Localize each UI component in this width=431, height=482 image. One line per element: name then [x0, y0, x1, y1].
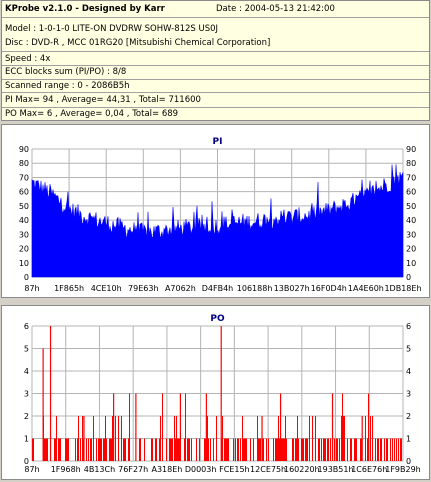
divider — [2, 51, 429, 52]
x-tick-label: 13B027h — [274, 284, 310, 293]
divider — [2, 92, 429, 93]
disc-text: Disc : DVD-R , MCC 01RG20 [Mitsubishi Ch… — [5, 38, 271, 48]
y-tick-label-right: 0 — [406, 457, 411, 466]
y-tick-label: 90 — [19, 145, 29, 154]
pi-chart: PI 90 90 80 80 70 70 60 60 50 50 40 40 30 30 20 20 10 10 0 0… — [19, 137, 422, 293]
x-tick-label: 106188h — [237, 284, 273, 293]
range-text: Scanned range : 0 - 2086B5h — [5, 81, 130, 91]
y-tick-label: 1 — [24, 435, 29, 444]
info-panel: KProbe v2.1.0 - Designed by Karr Date : … — [1, 0, 430, 121]
y-tick-label-right: 0 — [406, 273, 411, 282]
x-tick-label: 12CE75h — [250, 465, 286, 474]
y-tick-label: 5 — [24, 345, 29, 354]
y-tick-label-right: 20 — [406, 245, 416, 254]
y-tick-label-right: 3 — [406, 390, 411, 399]
y-tick-label-right: 6 — [406, 322, 411, 331]
x-tick-label: 79E63h — [128, 284, 158, 293]
y-tick-label-right: 90 — [406, 145, 416, 154]
chart-title: PI — [213, 137, 223, 147]
x-tick-label: 1DB18Eh — [384, 284, 421, 293]
po-chart-panel: PO 6 6 5 5 4 4 3 3 2 2 1 1 0 0 87h 1F968h 4B13Ch 76F27h A31… — [1, 305, 430, 480]
pi-chart-panel: PI 90 90 80 80 70 70 60 60 50 50 40 40 30 30 20 20 10 10 0 0… — [1, 124, 430, 298]
y-tick-label-right: 4 — [406, 367, 411, 376]
x-tick-label: A7062h — [165, 284, 196, 293]
x-tick-label: 1F865h — [54, 284, 84, 293]
x-tick-label: 1C6E76h — [351, 465, 387, 474]
divider — [2, 17, 429, 18]
y-tick-label: 4 — [24, 367, 29, 376]
divider — [2, 79, 429, 80]
y-tick-label-right: 10 — [406, 259, 416, 268]
y-tick-label: 40 — [19, 216, 29, 225]
x-tick-label: 1F9B29h — [385, 465, 421, 474]
scan-date: Date : 2004-05-13 21:42:00 — [216, 4, 335, 14]
x-tick-label: 87h — [24, 284, 39, 293]
x-tick-label: 4B13Ch — [84, 465, 115, 474]
x-tick-label: 76F27h — [118, 465, 148, 474]
y-tick-label-right: 5 — [406, 345, 411, 354]
pi-area — [31, 164, 404, 278]
y-tick-label: 0 — [24, 273, 29, 282]
y-tick-label: 6 — [24, 322, 29, 331]
po-stats-text: PO Max= 6 , Average= 0,04 , Total= 689 — [5, 109, 179, 119]
ecc-text: ECC blocks sum (PI/PO) : 8/8 — [5, 67, 127, 77]
y-tick-label-right: 30 — [406, 230, 416, 239]
y-tick-label: 0 — [24, 457, 29, 466]
x-tick-label: 16F0D4h — [311, 284, 347, 293]
y-tick-label: 3 — [24, 390, 29, 399]
y-tick-label: 60 — [19, 188, 29, 197]
y-tick-label-right: 60 — [406, 188, 416, 197]
y-tick-label: 50 — [19, 202, 29, 211]
x-tick-label: 193B51h — [318, 465, 354, 474]
x-tick-label: D4FB4h — [202, 284, 234, 293]
y-tick-label: 30 — [19, 230, 29, 239]
y-tick-label-right: 1 — [406, 435, 411, 444]
x-tick-label: 87h — [24, 465, 39, 474]
x-tick-label: A318Eh — [151, 465, 182, 474]
x-tick-label: 160220h — [284, 465, 320, 474]
y-tick-label: 70 — [19, 173, 29, 182]
y-tick-label: 20 — [19, 245, 29, 254]
speed-text: Speed : 4x — [5, 54, 51, 64]
y-tick-label-right: 40 — [406, 216, 416, 225]
chart-title: PO — [210, 314, 225, 324]
y-tick-label-right: 80 — [406, 159, 416, 168]
model-text: Model : 1-0-1-0 LITE-ON DVDRW SOHW-812S … — [5, 24, 219, 34]
app-title: KProbe v2.1.0 - Designed by Karr — [5, 4, 165, 14]
x-tick-label: FCE15h — [219, 465, 250, 474]
x-tick-label: 1F968h — [51, 465, 81, 474]
divider — [2, 65, 429, 66]
x-tick-label: 1A4E60h — [348, 284, 384, 293]
y-tick-label-right: 2 — [406, 412, 411, 421]
x-tick-label: D0003h — [185, 465, 217, 474]
y-tick-label: 80 — [19, 159, 29, 168]
y-tick-label-right: 70 — [406, 173, 416, 182]
pi-stats-text: PI Max= 94 , Average= 44,31 , Total= 711… — [5, 95, 201, 105]
x-tick-label: 4CE10h — [91, 284, 122, 293]
divider — [2, 107, 429, 108]
y-tick-label-right: 50 — [406, 202, 416, 211]
y-tick-label: 2 — [24, 412, 29, 421]
y-tick-label: 10 — [19, 259, 29, 268]
